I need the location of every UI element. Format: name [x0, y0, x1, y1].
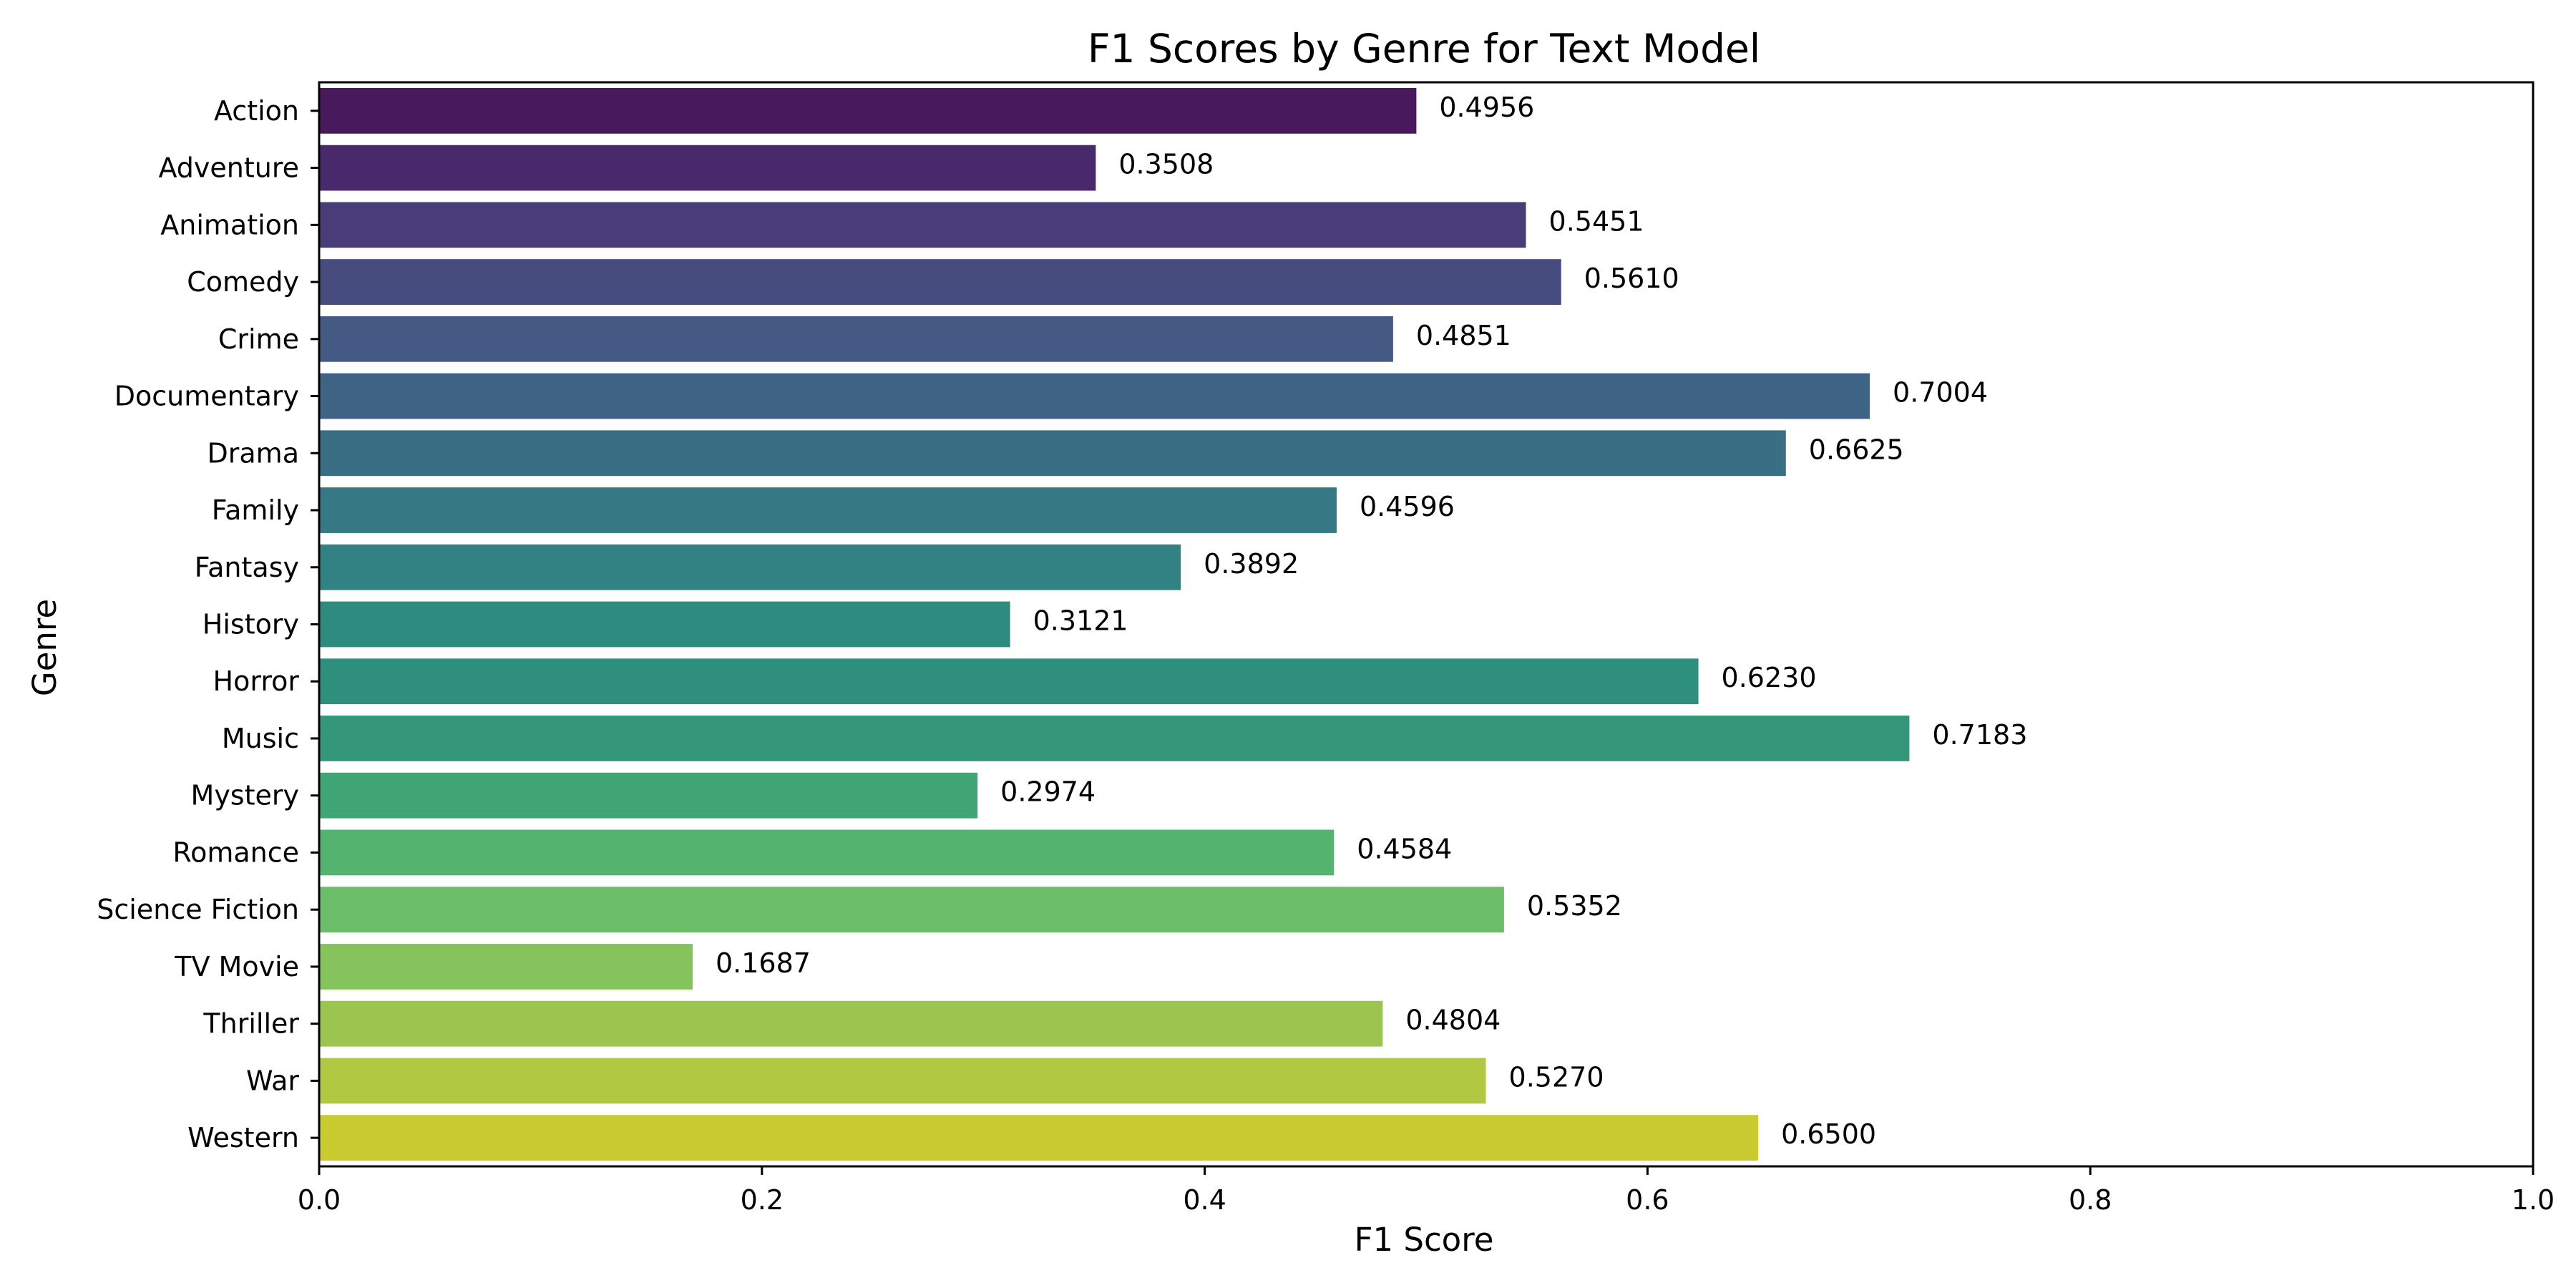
- value-label-music: 0.7183: [1932, 719, 2027, 751]
- value-label-documentary: 0.7004: [1893, 377, 1988, 409]
- plot-area-frame: [318, 81, 2534, 1168]
- bar-romance: [319, 829, 1335, 876]
- x-tick-label: 0.8: [2069, 1184, 2112, 1216]
- value-label-horror: 0.6230: [1722, 662, 1817, 693]
- chart-title: F1 Scores by Genre for Text Model: [1088, 26, 1760, 72]
- x-tick-label: 0.6: [1626, 1184, 1669, 1216]
- bar-history: [319, 601, 1010, 648]
- y-tick-label-science-fiction: Science Fiction: [97, 894, 299, 925]
- value-label-tv-movie: 0.1687: [716, 947, 811, 979]
- x-tick-label: 1.0: [2512, 1184, 2555, 1216]
- y-tick-label-crime: Crime: [218, 323, 299, 355]
- value-label-comedy: 0.5610: [1584, 263, 1679, 294]
- value-label-family: 0.4596: [1360, 491, 1455, 522]
- y-tick-label-music: Music: [222, 723, 299, 754]
- bar-animation: [319, 202, 1526, 248]
- y-tick-label-family: Family: [212, 494, 299, 526]
- y-tick-label-mystery: Mystery: [191, 780, 299, 811]
- bar-music: [319, 716, 1910, 761]
- y-tick-label-adventure: Adventure: [158, 152, 299, 184]
- bar-war: [319, 1058, 1486, 1104]
- y-axis-ticks: Action Adventure Animation Comedy Crime Docum…: [97, 95, 319, 1153]
- x-tick-label: 0.0: [298, 1184, 341, 1216]
- bar-mystery: [319, 772, 978, 819]
- y-tick-label-horror: Horror: [213, 665, 300, 697]
- value-label-thriller: 0.4804: [1405, 1005, 1501, 1036]
- y-tick-label-thriller: Thriller: [203, 1008, 299, 1040]
- y-tick-label-western: Western: [187, 1122, 299, 1153]
- value-label-mystery: 0.2974: [1000, 776, 1096, 808]
- value-label-drama: 0.6625: [1809, 434, 1904, 465]
- bar-family: [319, 487, 1337, 533]
- value-label-crime: 0.4851: [1416, 320, 1511, 351]
- bar-science-fiction: [319, 887, 1504, 933]
- y-tick-label-history: History: [203, 609, 299, 640]
- value-label-fantasy: 0.3892: [1204, 548, 1299, 580]
- value-label-history: 0.3121: [1033, 605, 1128, 637]
- value-labels-layer: 0.4956 0.3508 0.5451 0.5610 0.4851 0.7004 0.66…: [716, 92, 2027, 1150]
- value-label-romance: 0.4584: [1357, 833, 1452, 864]
- y-tick-label-animation: Animation: [160, 209, 299, 240]
- y-tick-label-drama: Drama: [208, 437, 299, 469]
- y-tick-label-tv-movie: TV Movie: [174, 951, 299, 982]
- bar-thriller: [319, 1000, 1383, 1047]
- value-label-animation: 0.5451: [1549, 205, 1644, 237]
- bar-documentary: [319, 373, 1870, 419]
- bar-comedy: [319, 259, 1561, 305]
- bar-drama: [319, 430, 1786, 477]
- value-label-adventure: 0.3508: [1118, 149, 1214, 180]
- y-tick-label-fantasy: Fantasy: [195, 552, 299, 583]
- value-label-action: 0.4956: [1439, 92, 1534, 123]
- bar-adventure: [319, 145, 1096, 191]
- bar-western: [319, 1115, 1759, 1161]
- x-axis-ticks: 0.0 0.2 0.4 0.6 0.8 1.0: [298, 1166, 2555, 1216]
- value-label-war: 0.5270: [1509, 1061, 1604, 1093]
- bar-action: [319, 87, 1417, 134]
- bars-layer: [319, 87, 1910, 1161]
- value-label-science-fiction: 0.5352: [1527, 890, 1622, 922]
- y-tick-label-action: Action: [214, 95, 299, 127]
- value-label-western: 0.6500: [1781, 1118, 1876, 1150]
- x-axis-label: F1 Score: [1355, 1221, 1494, 1259]
- bar-tv-movie: [319, 944, 693, 990]
- bar-horror: [319, 658, 1699, 705]
- x-tick-label: 0.4: [1183, 1184, 1226, 1216]
- y-tick-label-romance: Romance: [172, 836, 299, 868]
- bar-crime: [319, 316, 1393, 362]
- bar-fantasy: [319, 544, 1181, 590]
- y-tick-label-comedy: Comedy: [187, 266, 299, 298]
- y-tick-label-documentary: Documentary: [114, 381, 299, 412]
- y-axis-label: Genre: [26, 599, 64, 696]
- x-tick-label: 0.2: [741, 1184, 784, 1216]
- y-tick-label-war: War: [246, 1065, 299, 1096]
